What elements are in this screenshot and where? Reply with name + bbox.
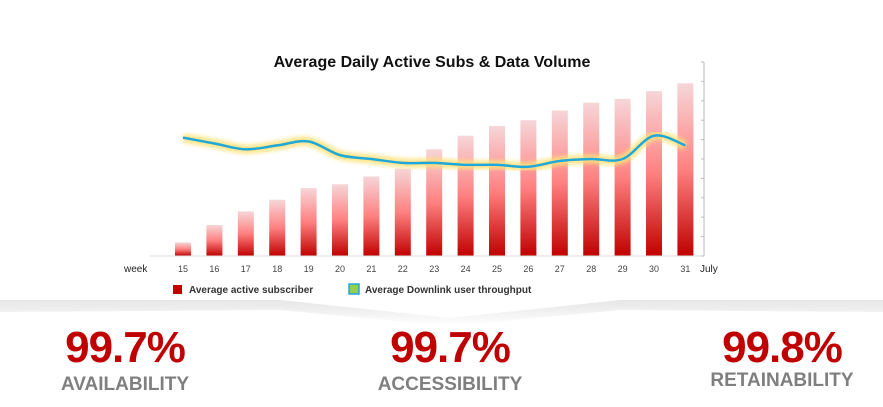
x-tick-label: 22 xyxy=(398,264,408,274)
kpi-label: ACCESSIBILITY xyxy=(377,374,523,395)
bar xyxy=(332,184,348,256)
bar xyxy=(489,126,505,257)
x-tick-label: 29 xyxy=(618,264,628,274)
x-axis-suffix: July xyxy=(700,264,718,275)
bar xyxy=(175,242,191,256)
x-tick-label: 24 xyxy=(461,264,471,274)
kpi-availability: 99.7% AVAILABILITY xyxy=(40,326,210,396)
bar xyxy=(394,168,411,256)
legend-label-bars: Average active subscriber xyxy=(189,285,313,296)
kpi-value: 99.7% xyxy=(65,323,186,372)
x-tick-label: 28 xyxy=(586,264,596,274)
bar xyxy=(269,199,286,256)
bar xyxy=(457,135,474,256)
x-tick-label: 26 xyxy=(523,264,533,274)
throughput-line xyxy=(182,134,686,169)
x-tick-label: 23 xyxy=(429,264,439,274)
x-tick-label: 25 xyxy=(492,264,502,274)
x-tick-label: 21 xyxy=(366,264,376,274)
bar xyxy=(300,188,317,256)
bar xyxy=(237,211,254,256)
legend-swatch-line xyxy=(348,283,360,295)
bar xyxy=(363,176,380,256)
kpi-value: 99.8% xyxy=(722,323,843,372)
bar xyxy=(206,224,223,256)
x-tick-label: 20 xyxy=(335,264,345,274)
x-tick-label: 27 xyxy=(555,264,565,274)
bar xyxy=(677,83,694,256)
kpi-retainability: 99.8% RETAINABILITY xyxy=(697,326,867,392)
x-tick-label: 16 xyxy=(209,264,219,274)
x-tick-label: 18 xyxy=(272,264,282,274)
kpi-value: 99.7% xyxy=(390,323,511,372)
x-tick-label: 17 xyxy=(241,264,251,274)
x-tick-label: 15 xyxy=(178,264,188,274)
kpi-label: AVAILABILITY xyxy=(60,374,190,395)
x-tick-label: 31 xyxy=(680,264,690,274)
bar xyxy=(583,102,600,257)
bar xyxy=(426,149,443,256)
x-axis-label: week xyxy=(123,264,148,275)
section-divider xyxy=(0,300,883,326)
chart-title: Average Daily Active Subs & Data Volume xyxy=(274,54,591,71)
legend-label-line: Average Downlink user throughput xyxy=(365,285,532,296)
bar xyxy=(646,91,662,256)
legend-swatch-bars xyxy=(173,285,182,294)
x-tick-label: 30 xyxy=(649,264,659,274)
bar xyxy=(520,120,537,256)
kpi-accessibility: 99.7% ACCESSIBILITY xyxy=(365,326,535,396)
x-tick-label: 19 xyxy=(304,264,314,274)
bar xyxy=(614,98,631,256)
kpi-label: RETAINABILITY xyxy=(710,370,854,391)
bar xyxy=(551,110,568,256)
